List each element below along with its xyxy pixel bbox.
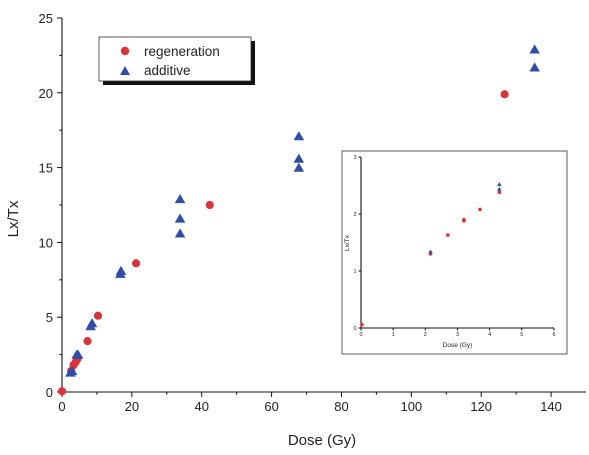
point-additive: [529, 44, 540, 54]
inset-point-additive: [428, 249, 433, 254]
x-tick-label: 100: [400, 399, 422, 414]
inset-x-tick-label: 4: [488, 332, 491, 338]
inset-x-tick-label: 0: [359, 332, 362, 338]
y-tick-label: 25: [39, 11, 53, 26]
point-additive: [293, 153, 305, 163]
inset-frame: [341, 150, 568, 355]
point-additive: [72, 349, 84, 359]
legend-marker-regeneration: [120, 46, 130, 56]
y-tick-label: 10: [39, 235, 53, 250]
point-regeneration: [83, 337, 92, 346]
legend-marker-additive: [120, 66, 130, 75]
inset-x-tick-label: 6: [552, 332, 555, 338]
x-tick-label: 120: [470, 399, 492, 414]
inset-y-tick-label: 0: [353, 326, 356, 332]
inset-x-tick-label: 5: [520, 332, 523, 338]
x-tick-label: 60: [264, 399, 278, 414]
point-additive: [66, 366, 78, 376]
x-axis-label: Dose (Gy): [288, 432, 356, 449]
y-tick-label: 0: [46, 385, 53, 400]
point-regeneration: [500, 90, 509, 99]
inset-x-axis-label: Dose (Gy): [443, 342, 473, 349]
x-tick-label: 80: [334, 399, 348, 414]
x-tick-label: 20: [125, 399, 139, 414]
inset-point-regeneration: [497, 190, 502, 195]
inset-point-additive: [497, 182, 502, 187]
inset-y-tick-label: 1: [353, 269, 356, 275]
inset-point-regeneration: [446, 233, 450, 237]
inset-x-tick-label: 3: [456, 332, 459, 338]
point-additive: [174, 213, 186, 223]
x-tick-label: 140: [540, 399, 562, 414]
inset-y-axis-label: Lx/Tx: [344, 234, 351, 251]
x-tick-label: 40: [194, 399, 208, 414]
point-additive: [174, 194, 186, 204]
legend-label-additive: additive: [144, 63, 191, 78]
legend: regeneration additive: [98, 36, 255, 85]
legend-label-regeneration: regeneration: [144, 44, 220, 59]
inset-x-tick-label: 1: [392, 332, 395, 338]
y-tick-label: 20: [39, 86, 53, 101]
inset-point-additive: [497, 186, 502, 191]
x-tick-label: 0: [58, 399, 65, 414]
inset-x-tick-label: 2: [424, 332, 427, 338]
inset-point-regeneration: [478, 207, 482, 212]
point-additive: [293, 131, 305, 141]
inset-point-regeneration: [462, 217, 466, 222]
point-regeneration: [93, 311, 103, 320]
inset-y-tick-label: 3: [353, 155, 356, 161]
inset-point-regeneration: [360, 322, 364, 327]
inset-y-tick-label: 2: [353, 212, 356, 218]
y-axis-label: Lx/Tx: [5, 200, 22, 237]
point-additive: [115, 265, 127, 275]
inset-plot: 0 1 2 3 4 5 6 0 1 2 3 Dose (Gy) Lx/Tx: [341, 150, 568, 355]
point-regeneration: [57, 387, 67, 396]
point-regeneration: [205, 200, 214, 210]
point-additive: [529, 62, 540, 72]
y-tick-label: 5: [46, 310, 53, 325]
point-additive: [293, 162, 305, 172]
point-additive: [174, 228, 186, 238]
point-regeneration: [131, 259, 141, 268]
y-tick-label: 15: [39, 161, 53, 176]
point-additive: [86, 318, 98, 328]
